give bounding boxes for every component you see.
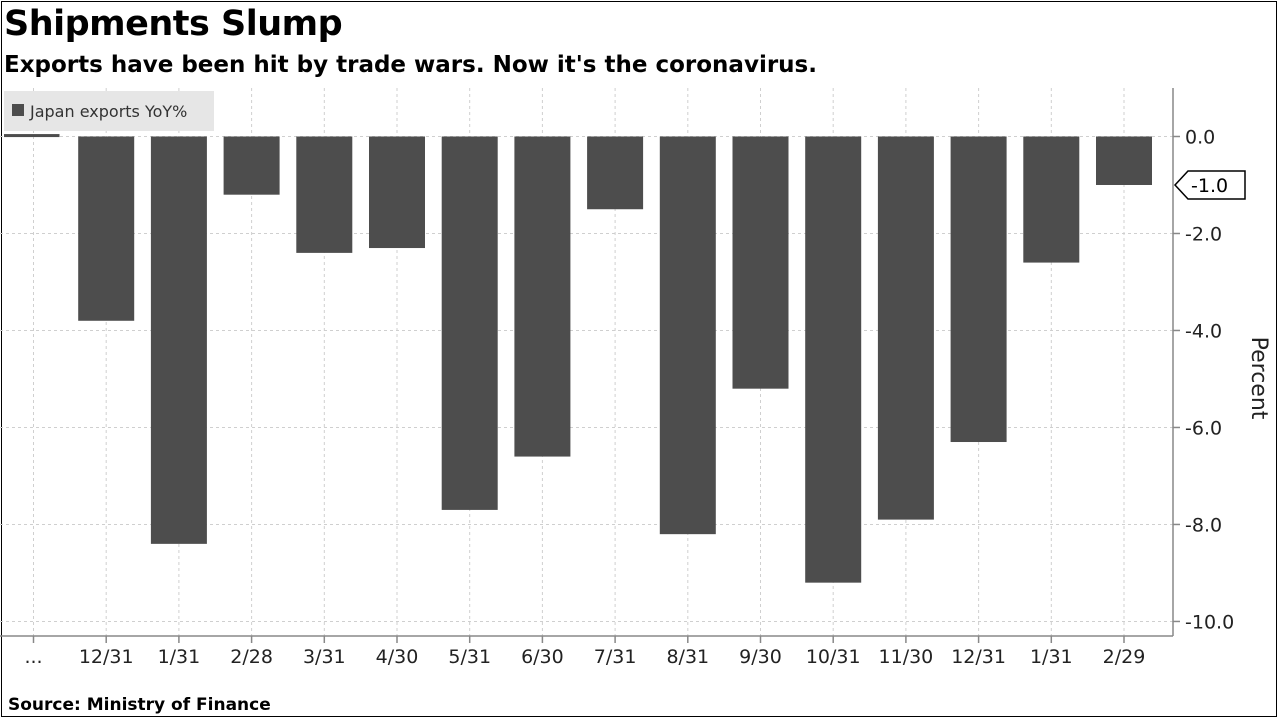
bar: [4, 134, 60, 138]
legend-swatch: [12, 104, 24, 116]
y-tick-label: -8.0: [1185, 514, 1222, 536]
x-tick-label: 9/30: [739, 646, 782, 668]
x-tick-label: 3/31: [303, 646, 346, 668]
bar: [877, 136, 934, 520]
bar: [1023, 136, 1080, 263]
x-tick-label: 7/31: [594, 646, 637, 668]
y-tick-label: -6.0: [1185, 417, 1222, 439]
y-tick-label: 0.0: [1185, 126, 1215, 148]
chart-subtitle: Exports have been hit by trade wars. Now…: [4, 52, 817, 78]
last-value-callout-box: [1173, 170, 1246, 200]
x-tick-label: 1/31: [158, 646, 201, 668]
x-tick-label: 12/31: [951, 646, 1006, 668]
last-value-callout: -1.0: [1173, 170, 1246, 200]
x-tick-label: 10/31: [806, 646, 861, 668]
source-note: Source: Ministry of Finance: [8, 695, 271, 715]
bar: [659, 136, 716, 535]
y-tick-label: -10.0: [1185, 611, 1234, 633]
y-tick-label: -4.0: [1185, 320, 1222, 342]
bar: [587, 136, 644, 210]
x-tick-label: 12/31: [79, 646, 134, 668]
axis-layer: 0.0 -2.0 -4.0 -6.0 -8.0 -10.0... 12/31 1/31 2/28…: [0, 88, 1234, 668]
x-tick-label: 2/29: [1103, 646, 1146, 668]
x-tick-label: 4/30: [376, 646, 419, 668]
bar: [805, 136, 862, 583]
bar: [441, 136, 498, 510]
y-tick-label: -2.0: [1185, 223, 1222, 245]
x-tick-label: 2/28: [230, 646, 273, 668]
bar: [732, 136, 789, 389]
bar: [78, 136, 135, 321]
chart-title: Shipments Slump: [4, 4, 343, 44]
legend: Japan exports YoY%: [4, 91, 214, 131]
x-tick-label: 8/31: [666, 646, 709, 668]
last-value-label: -1.0: [1191, 175, 1228, 197]
legend-label: Japan exports YoY%: [29, 102, 187, 121]
y-axis-label: Percent: [1246, 337, 1271, 420]
x-tick-label: 6/30: [521, 646, 564, 668]
x-tick-label: 11/30: [879, 646, 934, 668]
bar: [1096, 136, 1152, 185]
x-tick-label: ...: [24, 646, 42, 668]
x-tick-label: 5/31: [448, 646, 491, 668]
bar: [514, 136, 571, 457]
legend-box: [4, 91, 214, 131]
x-tick-label: 1/31: [1030, 646, 1073, 668]
bar: [296, 136, 353, 253]
bars-layer: [4, 134, 1152, 583]
bar: [369, 136, 425, 249]
bar: [950, 136, 1007, 443]
bar: [223, 136, 280, 195]
bar: [150, 136, 207, 544]
